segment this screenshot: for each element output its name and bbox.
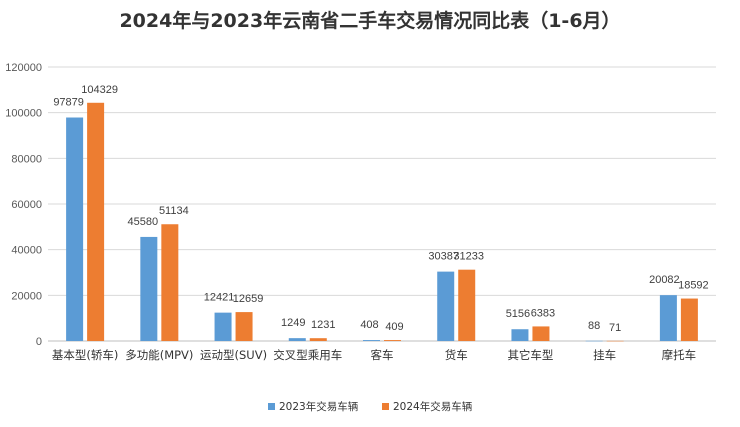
bar-2024	[532, 326, 550, 341]
gridlines	[48, 66, 716, 342]
legend-item-label: 2024年交易车辆	[393, 400, 472, 413]
bar-2024	[161, 224, 179, 341]
category-label: 交叉型乘用车	[273, 348, 342, 362]
category-label: 货车	[445, 348, 468, 362]
x-axis-category-labels: 基本型(轿车) 多功能(MPV) 运动型(SUV) 交叉型乘用车 客车 货车 其它车型 挂车 摩…	[52, 348, 696, 362]
bar-2023	[66, 117, 84, 341]
bar-2024	[309, 338, 327, 341]
data-label: 71	[609, 322, 621, 334]
category-label: 客车	[371, 348, 394, 362]
data-label: 1249	[281, 317, 305, 329]
y-tick-label: 80000	[11, 153, 42, 165]
category-label: 多功能(MPV)	[125, 348, 193, 362]
legend: 2023年交易车辆 2024年交易车辆	[268, 400, 472, 413]
legend-swatch	[382, 403, 389, 410]
bar-2024	[606, 340, 624, 342]
bar-2023	[214, 312, 232, 341]
bar-2023	[511, 329, 529, 341]
y-tick-label: 0	[36, 336, 42, 348]
data-label: 408	[360, 319, 378, 331]
data-label: 97879	[53, 97, 84, 109]
data-label: 12659	[233, 293, 264, 305]
data-label: 409	[385, 321, 403, 333]
category-label: 运动型(SUV)	[200, 348, 267, 362]
legend-item-label: 2023年交易车辆	[279, 400, 358, 413]
bar-2023	[659, 295, 677, 341]
data-label: 30387	[428, 251, 459, 263]
bars	[66, 102, 698, 342]
bar-2024	[384, 340, 401, 341]
bar-2023	[585, 340, 603, 342]
data-label: 45580	[128, 216, 159, 228]
chart-title: 2024年与2023年云南省二手车交易情况同比表（1-6月）	[119, 9, 620, 32]
category-label: 基本型(轿车)	[52, 348, 118, 362]
data-label: 51134	[159, 205, 189, 217]
data-label: 88	[588, 320, 600, 332]
y-tick-label: 100000	[5, 108, 42, 120]
bar-2023	[288, 338, 306, 341]
category-label: 其它车型	[507, 348, 553, 362]
y-axis-tick-labels: 0 20000 40000 60000 80000 100000 120000	[5, 62, 42, 348]
bar-2024	[235, 312, 253, 341]
data-label: 104329	[81, 84, 118, 96]
bar-2024	[680, 298, 698, 341]
data-label: 20082	[649, 274, 680, 286]
y-tick-label: 60000	[11, 199, 42, 211]
bar-2023	[140, 236, 158, 341]
legend-swatch	[268, 403, 275, 410]
y-tick-label: 40000	[11, 245, 42, 257]
bar-2024	[458, 269, 476, 341]
bar-2024	[87, 102, 105, 341]
data-label: 12421	[204, 292, 235, 304]
data-label: 6383	[531, 307, 555, 319]
data-label: 31233	[453, 251, 484, 263]
y-tick-label: 20000	[11, 290, 42, 302]
category-label: 挂车	[593, 348, 616, 362]
category-label: 摩托车	[662, 348, 697, 362]
data-label: 1231	[311, 319, 335, 331]
bar-2023	[363, 340, 380, 341]
data-label: 5156	[506, 308, 530, 320]
y-tick-label: 120000	[5, 62, 42, 74]
data-label: 18592	[678, 280, 709, 292]
bar-2023	[437, 271, 455, 341]
